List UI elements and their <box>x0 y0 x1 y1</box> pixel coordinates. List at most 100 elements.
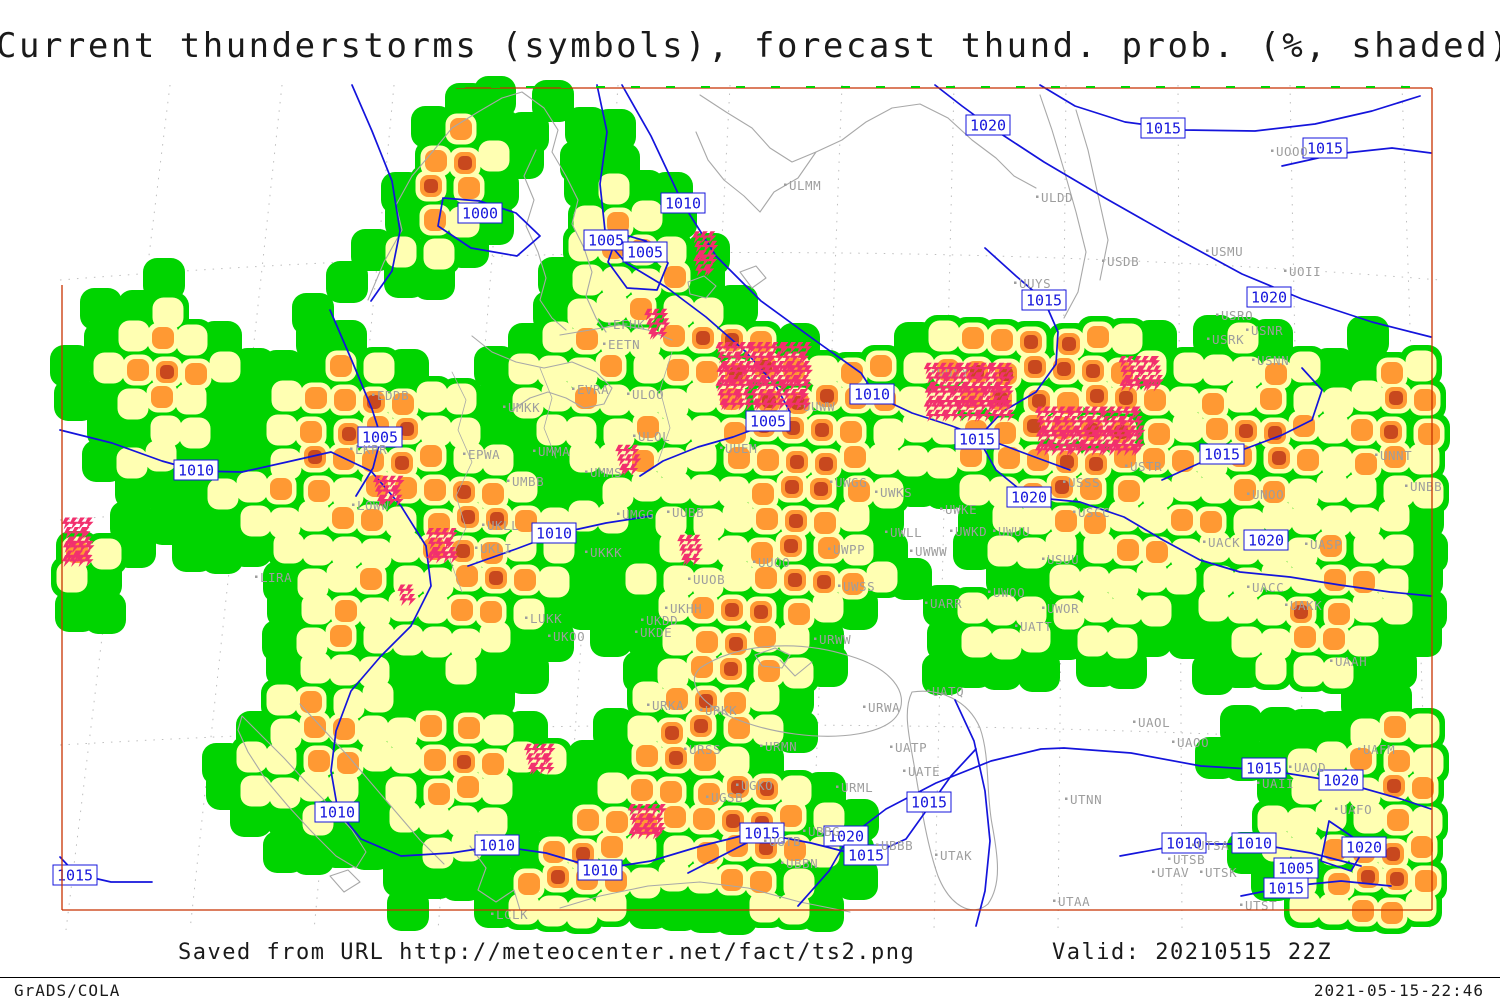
station-dot <box>925 601 928 604</box>
station-code-label: UOII <box>1289 264 1321 279</box>
isobar-label: 1010 <box>479 837 515 855</box>
station-dot <box>647 703 650 706</box>
station-code-label: UWGG <box>835 475 867 490</box>
isobar-label: 1010 <box>582 862 618 880</box>
station-dot <box>503 405 506 408</box>
coast-arkhangelsk <box>815 103 1037 189</box>
station-dot <box>720 446 723 449</box>
station-code-label: URWA <box>868 700 900 715</box>
station-dot <box>585 470 588 473</box>
station-dot <box>665 606 668 609</box>
station-code-label: UGTB <box>769 834 801 849</box>
coast-ob-gulf <box>1039 94 1109 319</box>
station-dot <box>1330 659 1333 662</box>
station-code-label: UTST <box>1245 898 1277 913</box>
isobar-label: 1015 <box>911 794 947 812</box>
station-code-label: UWPP <box>833 542 865 557</box>
isobar-label-box <box>1199 443 1245 465</box>
thunderstorm-probability-shading <box>50 76 1450 935</box>
isobar-label: 1015 <box>1204 446 1240 464</box>
generation-timestamp: 2021-05-15-22:46 <box>1313 981 1484 1000</box>
station-code-label: UTNN <box>1070 792 1102 807</box>
station-code-label: USDB <box>1107 254 1139 269</box>
station-dot <box>525 616 528 619</box>
station-dot <box>1015 624 1018 627</box>
station-dot <box>700 708 703 711</box>
saved-from-url-text: Saved from URL http://meteocenter.net/fa… <box>178 940 916 965</box>
station-code-label: UKDE <box>640 625 672 640</box>
station-code-label: UATE <box>908 764 940 779</box>
station-code-label: EDDB <box>377 388 409 403</box>
station-code-label: UAOO <box>1177 735 1209 750</box>
station-dot <box>475 546 478 549</box>
station-dot <box>781 861 784 864</box>
station-code-label: UKKK <box>590 545 622 560</box>
station-code-label: USRO <box>1221 308 1253 323</box>
station-dot <box>633 434 636 437</box>
isobar-label: 1005 <box>362 429 398 447</box>
station-dot <box>635 630 638 633</box>
station-dot <box>910 549 913 552</box>
isobar-label: 1005 <box>588 232 624 250</box>
station-code-label: UATT <box>1020 619 1052 634</box>
station-code-label: UWWW <box>915 544 947 559</box>
station-dot <box>1014 281 1017 284</box>
station-code-label: UUWW <box>803 399 835 414</box>
isobar-label: 1010 <box>854 386 890 404</box>
station-dot <box>1042 557 1045 560</box>
station-code-label: EPWA <box>468 447 500 462</box>
station-code-label: UAOL <box>1138 715 1170 730</box>
station-dot <box>585 550 588 553</box>
station-dot <box>1285 603 1288 606</box>
station-dot <box>836 785 839 788</box>
station-dot <box>1335 807 1338 810</box>
isobar-line <box>1281 147 1432 167</box>
station-dot <box>482 523 485 526</box>
isobar-label: 1020 <box>1251 289 1287 307</box>
station-dot <box>350 447 353 450</box>
isobar-label-box <box>745 410 791 432</box>
station-code-label: UWUU <box>998 524 1030 539</box>
isobar-label-box <box>357 426 403 448</box>
station-dot <box>1206 249 1209 252</box>
station-code-label: UOOO <box>1276 144 1308 159</box>
station-code-label: UWKS <box>880 485 912 500</box>
station-code-label: UBBN <box>786 856 818 871</box>
station-code-label: LKPR <box>355 442 387 457</box>
station-dot <box>641 618 644 621</box>
isobar-label: 1020 <box>1346 839 1382 857</box>
station-dot <box>1289 765 1292 768</box>
station-dot <box>932 370 935 373</box>
station-code-label: UMGG <box>622 507 654 522</box>
station-dot <box>352 503 355 506</box>
station-dot <box>1133 720 1136 723</box>
station-code-label: UNBB <box>1410 479 1442 494</box>
station-dot <box>667 510 670 513</box>
station-dot <box>890 745 893 748</box>
station-dot <box>988 590 991 593</box>
station-dot <box>1036 195 1039 198</box>
station-dot <box>627 392 630 395</box>
station-code-label: URKA <box>652 698 684 713</box>
station-code-label: UKLI <box>480 541 512 556</box>
isobar-line <box>351 84 401 302</box>
station-dot <box>736 783 739 786</box>
station-code-label: UKDD <box>646 613 678 628</box>
station-code-label: UAFM <box>1363 742 1395 757</box>
coast-baltic-east <box>511 361 613 411</box>
station-code-label: UUYS <box>1019 276 1051 291</box>
isobar-label: 1000 <box>462 205 498 223</box>
station-code-label: UBBG <box>808 824 840 839</box>
station-dot <box>463 452 466 455</box>
station-dot <box>814 637 817 640</box>
station-code-label: UGKO <box>741 778 773 793</box>
station-dot <box>1063 480 1066 483</box>
station-dot <box>950 529 953 532</box>
station-code-label: USSS <box>1068 475 1100 490</box>
station-dot <box>706 795 709 798</box>
station-dot <box>491 912 494 915</box>
station-dot <box>1172 740 1175 743</box>
isobar-label: 1015 <box>1268 880 1304 898</box>
